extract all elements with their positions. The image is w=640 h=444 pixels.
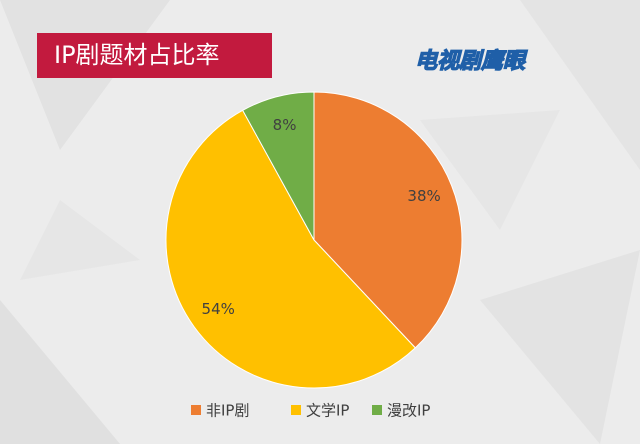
pie-slice <box>165 109 417 389</box>
data-label: 38% <box>407 187 440 205</box>
decor <box>0 300 120 444</box>
legend-label: 文学IP <box>306 402 349 420</box>
legend-swatch <box>291 405 301 415</box>
decor <box>420 110 560 230</box>
title-box <box>37 33 272 78</box>
decor <box>20 200 140 280</box>
data-label: 54% <box>202 300 235 318</box>
logo: 电视剧鹰眼 <box>415 48 528 74</box>
pie-slice <box>242 91 315 241</box>
data-label: 8% <box>273 116 297 134</box>
chart-title: IP剧题材占比率 <box>54 41 220 69</box>
legend-label: 非IP剧 <box>206 402 249 420</box>
decor <box>480 250 640 444</box>
legend-swatch <box>372 405 382 415</box>
decor <box>520 0 640 170</box>
pie-slice <box>313 91 463 349</box>
legend-label: 漫改IP <box>387 402 430 420</box>
legend-swatch <box>191 405 201 415</box>
